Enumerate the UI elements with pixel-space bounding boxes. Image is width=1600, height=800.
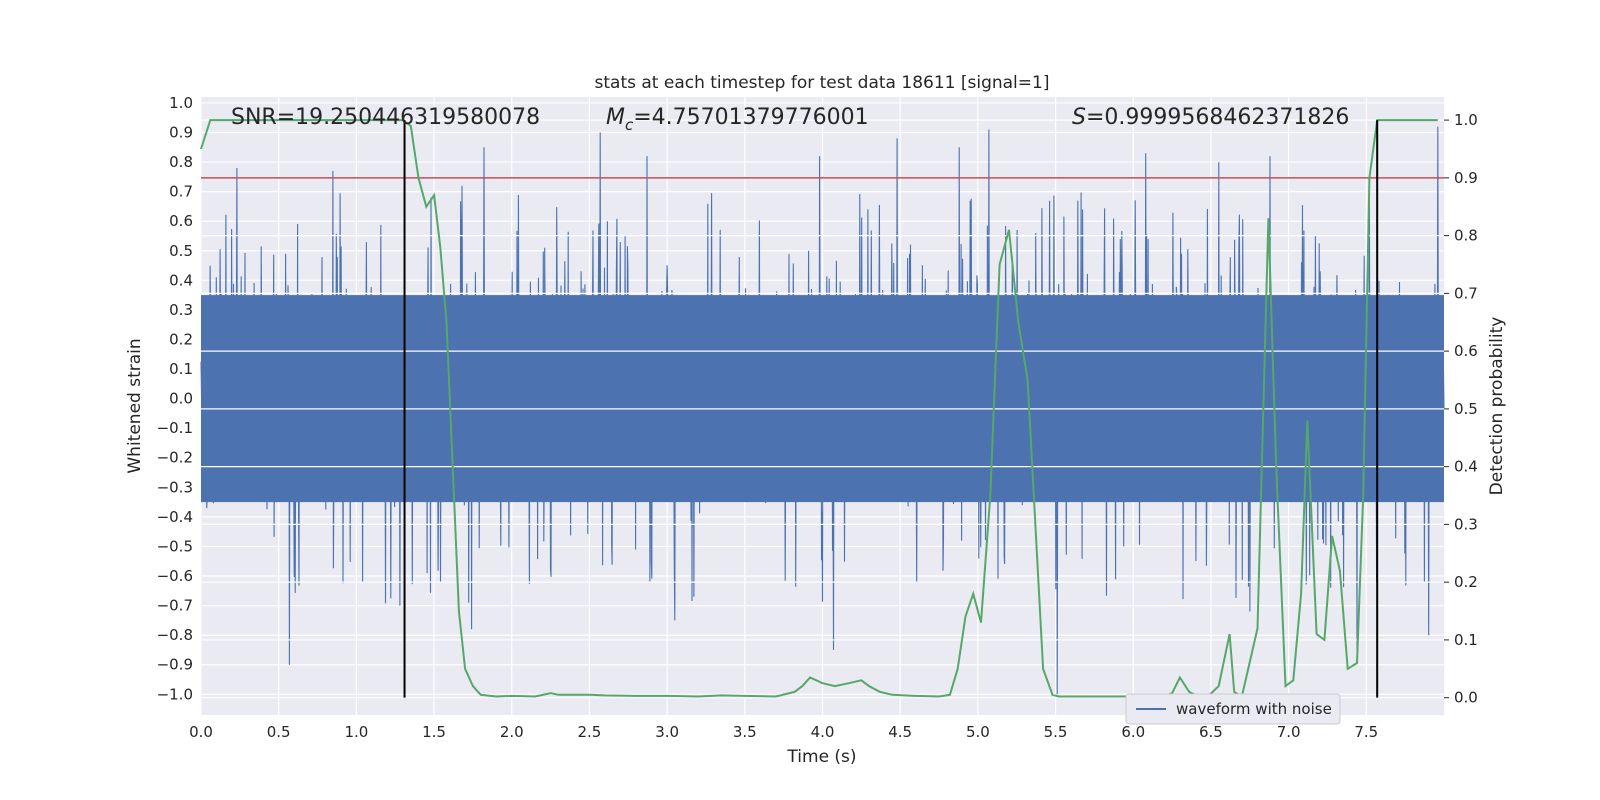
x-axis-ticks: 0.0 0.5 1.0 1.5 2.0 2.5 3.0 3.5 4.0 4.5 5.0 5.5 6.0 6… — [189, 723, 1378, 741]
y-tick-label: 0.7 — [169, 183, 193, 201]
chirp-mass-value: =4.75701379776001 — [633, 105, 868, 130]
x-tick-label: 6.5 — [1199, 723, 1223, 741]
chirp-mass-symbol: M — [606, 105, 625, 130]
x-tick-label: 4.0 — [811, 723, 835, 741]
y-tick-label: 0.1 — [169, 360, 193, 378]
chart-title: stats at each timestep for test data 186… — [595, 73, 1050, 93]
y2-tick-label: 0.6 — [1454, 342, 1478, 360]
x-tick-label: 4.5 — [888, 723, 912, 741]
waveform-core-band — [201, 295, 1444, 503]
x-tick-label: 6.0 — [1121, 723, 1145, 741]
y-tick-label: 1.0 — [169, 94, 193, 112]
y2-tick-label: 0.9 — [1454, 169, 1478, 187]
y2-tick-label: 0.5 — [1454, 400, 1478, 418]
y-axis-ticks: 1.0 0.9 0.8 0.7 0.6 0.5 0.4 0.3 0.2 0.1 0.0 −0.1 −0.… — [157, 94, 193, 703]
y-tick-label: −0.1 — [157, 419, 193, 437]
y2-tick-label: 0.2 — [1454, 573, 1478, 591]
y-tick-label: 0.2 — [169, 330, 193, 348]
y-tick-label: 0.8 — [169, 153, 193, 171]
x-tick-label: 2.0 — [500, 723, 524, 741]
y-tick-label: 0.5 — [169, 242, 193, 260]
y2-tick-label: 0.0 — [1454, 689, 1478, 707]
y2-axis-label: Detection probability — [1487, 317, 1507, 496]
probability-series — [200, 119, 1438, 698]
waveform-series — [200, 126, 1445, 695]
x-tick-label: 1.5 — [422, 723, 446, 741]
y-tick-label: −0.8 — [157, 626, 193, 644]
x-axis-label: Time (s) — [786, 747, 856, 767]
y-tick-label: −0.9 — [157, 656, 193, 674]
y-tick-label: 0.3 — [169, 301, 193, 319]
score-symbol: S — [1072, 105, 1086, 130]
x-tick-label: 0.0 — [189, 723, 213, 741]
legend-box — [1125, 693, 1341, 725]
y2-tick-label: 0.1 — [1454, 631, 1478, 649]
y-tick-label: −0.5 — [157, 537, 193, 555]
probability-line — [200, 119, 1438, 698]
y2-tick-label: 0.8 — [1454, 227, 1478, 245]
x-tick-label: 7.0 — [1277, 723, 1301, 741]
x-tick-label: 2.5 — [578, 723, 602, 741]
right-axis-grid — [201, 119, 1444, 699]
y-tick-label: 0.6 — [169, 212, 193, 230]
y-tick-label: −0.2 — [157, 449, 193, 467]
y-tick-label: 0.0 — [169, 390, 193, 408]
y-tick-label: −0.7 — [157, 597, 193, 615]
score-value: =0.9999568462371826 — [1086, 105, 1349, 130]
chirp-mass-subscript: c — [625, 116, 634, 134]
x-tick-label: 3.0 — [655, 723, 679, 741]
y-tick-label: 0.9 — [169, 123, 193, 141]
y2-tick-label: 0.4 — [1454, 458, 1478, 476]
x-tick-label: 3.5 — [733, 723, 757, 741]
x-tick-label: 7.5 — [1354, 723, 1378, 741]
y-axis-label: Whitened strain — [125, 338, 145, 473]
x-tick-label: 1.0 — [344, 723, 368, 741]
y-tick-label: −0.3 — [157, 478, 193, 496]
y-tick-label: −1.0 — [157, 685, 193, 703]
legend-label-waveform: waveform with noise — [1176, 700, 1332, 718]
y2-tick-label: 0.7 — [1454, 284, 1478, 302]
y-tick-label: −0.4 — [157, 508, 193, 526]
y2-tick-label: 0.3 — [1454, 515, 1478, 533]
x-tick-label: 5.5 — [1044, 723, 1068, 741]
y2-tick-label: 1.0 — [1454, 111, 1478, 129]
y-tick-label: 0.4 — [169, 271, 193, 289]
snr-annotation: SNR=19.250446319580078 — [231, 105, 540, 130]
legend: waveform with noise — [1125, 693, 1341, 725]
vertical-markers — [403, 120, 1379, 698]
x-tick-label: 0.5 — [267, 723, 291, 741]
y2-axis-ticks: 1.0 0.9 0.8 0.7 0.6 0.5 0.4 0.3 0.2 0.1 0.0 — [1444, 111, 1478, 707]
score-annotation: S=0.9999568462371826 — [1072, 105, 1349, 130]
chirp-mass-annotation: Mc=4.75701379776001 — [606, 105, 869, 134]
y-tick-label: −0.6 — [157, 567, 193, 585]
x-tick-label: 5.0 — [966, 723, 990, 741]
